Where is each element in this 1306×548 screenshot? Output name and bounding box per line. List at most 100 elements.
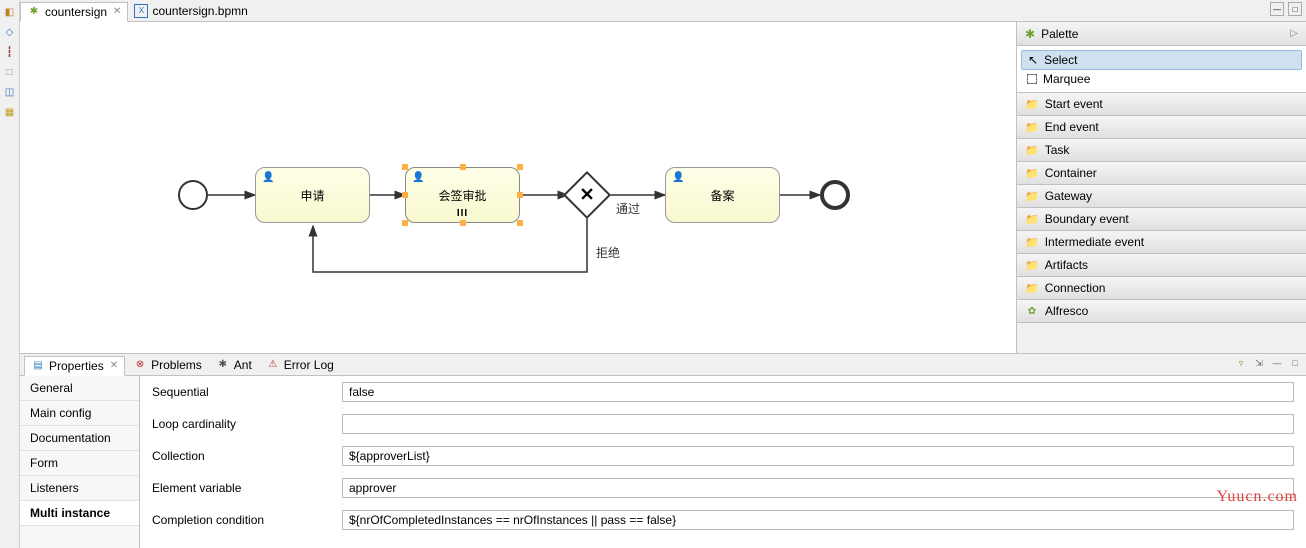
drawer-label: Alfresco [1045, 304, 1088, 318]
folder-icon: 📁 [1025, 213, 1039, 226]
start-event[interactable] [178, 180, 208, 210]
toolbar-icon[interactable]: ◫ [2, 84, 18, 100]
user-icon: 👤 [412, 172, 424, 183]
palette-drawer-boundary-event[interactable]: 📁 Boundary event [1017, 208, 1306, 231]
multi-instance-marker: III [457, 208, 468, 219]
maximize-icon[interactable]: □ [1288, 2, 1302, 16]
task-apply[interactable]: 👤 申请 [255, 167, 370, 223]
maximize-icon[interactable]: □ [1288, 356, 1302, 370]
drawer-label: Boundary event [1045, 212, 1129, 226]
palette-header[interactable]: ✱ Palette ▷ [1017, 22, 1306, 46]
editor-tab-bar: ✱ countersign ✕ X countersign.bpmn — □ [20, 0, 1306, 22]
properties-side-tabs: GeneralMain configDocumentationFormListe… [20, 376, 140, 548]
close-icon[interactable]: ✕ [110, 360, 118, 371]
flow-label-pass: 通过 [616, 200, 640, 217]
palette-drawer-artifacts[interactable]: 📁 Artifacts [1017, 254, 1306, 277]
side-tab-documentation[interactable]: Documentation [20, 426, 139, 451]
field-loop-cardinality[interactable] [342, 414, 1294, 434]
palette-drawer-container[interactable]: 📁 Container [1017, 162, 1306, 185]
drawer-label: End event [1045, 120, 1099, 134]
side-tab-listeners[interactable]: Listeners [20, 476, 139, 501]
left-toolbar: ◧ ◇ ┇ □ ◫ ▦ [0, 0, 20, 548]
side-tab-general[interactable]: General [20, 376, 139, 401]
properties-icon: ▤ [31, 359, 45, 373]
tab-countersign-bpmn[interactable]: X countersign.bpmn [128, 1, 253, 21]
toolbar-icon[interactable]: ◇ [2, 24, 18, 40]
palette-drawer-gateway[interactable]: 📁 Gateway [1017, 185, 1306, 208]
drawer-label: Gateway [1045, 189, 1092, 203]
palette-drawer-end-event[interactable]: 📁 End event [1017, 116, 1306, 139]
folder-icon: 📁 [1025, 236, 1039, 249]
view-problems[interactable]: ⊗ Problems [127, 356, 208, 374]
side-tab-multi-instance[interactable]: Multi instance [20, 501, 139, 526]
user-icon: 👤 [672, 172, 684, 183]
exclusive-gateway[interactable]: ✕ [570, 178, 604, 212]
view-label: Ant [234, 358, 252, 372]
marquee-icon [1027, 74, 1037, 84]
toolbar-icon[interactable]: ◧ [2, 4, 18, 20]
view-menu-icon[interactable]: ▿ [1234, 356, 1248, 370]
palette-title: Palette [1041, 27, 1078, 41]
side-tab-form[interactable]: Form [20, 451, 139, 476]
errorlog-icon: ⚠ [266, 358, 280, 372]
palette-panel: ✱ Palette ▷ ↖ Select Marquee 📁Start even… [1016, 22, 1306, 353]
bottom-panel: ▤ Properties ✕ ⊗ Problems ✱ Ant ⚠ Error … [20, 353, 1306, 548]
drawer-label: Container [1045, 166, 1097, 180]
view-label: Error Log [284, 358, 334, 372]
end-event[interactable] [820, 180, 850, 210]
drawer-label: Connection [1045, 281, 1106, 295]
minimize-icon[interactable]: — [1270, 2, 1284, 16]
task-label: 申请 [300, 187, 324, 204]
view-ant[interactable]: ✱ Ant [210, 356, 258, 374]
folder-icon: 📁 [1025, 167, 1039, 180]
flow-label-reject: 拒绝 [596, 244, 620, 261]
drawer-label: Artifacts [1045, 258, 1088, 272]
user-icon: 👤 [262, 172, 274, 183]
xml-icon: X [134, 4, 148, 18]
drawer-label: Task [1045, 143, 1070, 157]
palette-drawer-start-event[interactable]: 📁Start event [1017, 93, 1306, 116]
field-sequential[interactable]: false [342, 382, 1294, 402]
diagram-icon: ✱ [27, 5, 41, 19]
palette-drawer-task[interactable]: 📁 Task [1017, 139, 1306, 162]
tab-label: countersign.bpmn [152, 4, 247, 18]
side-tab-main-config[interactable]: Main config [20, 401, 139, 426]
toolbar-icon[interactable]: ▦ [2, 104, 18, 120]
task-file[interactable]: 👤 备案 [665, 167, 780, 223]
palette-drawer-intermediate-event[interactable]: 📁 Intermediate event [1017, 231, 1306, 254]
views-tab-bar: ▤ Properties ✕ ⊗ Problems ✱ Ant ⚠ Error … [20, 354, 1306, 376]
tab-label: countersign [45, 5, 107, 19]
folder-icon: 📁 [1025, 121, 1039, 134]
palette-icon: ✱ [1025, 27, 1035, 41]
pin-icon[interactable]: ⇲ [1252, 356, 1266, 370]
toolbar-icon[interactable]: ┇ [2, 44, 18, 60]
tool-select[interactable]: ↖ Select [1021, 50, 1302, 70]
drawer-label: Intermediate event [1045, 235, 1144, 249]
field-completion-condition[interactable]: ${nrOfCompletedInstances == nrOfInstance… [342, 510, 1294, 530]
multi-instance-form: Sequential false Loop cardinality Collec… [140, 376, 1306, 548]
close-icon[interactable]: ✕ [113, 6, 121, 17]
task-countersign[interactable]: 👤 会签审批 III [405, 167, 520, 223]
folder-icon: 📁 [1025, 190, 1039, 203]
folder-icon: 📁 [1025, 144, 1039, 157]
view-errorlog[interactable]: ⚠ Error Log [260, 356, 340, 374]
task-label: 会签审批 [438, 187, 486, 204]
field-collection[interactable]: ${approverList} [342, 446, 1294, 466]
tool-marquee[interactable]: Marquee [1021, 70, 1302, 88]
folder-icon: 📁 [1025, 259, 1039, 272]
toolbar-icon[interactable]: □ [2, 64, 18, 80]
cursor-icon: ↖ [1028, 53, 1038, 67]
label-sequential: Sequential [152, 385, 342, 399]
view-properties[interactable]: ▤ Properties ✕ [24, 356, 125, 376]
label-element-variable: Element variable [152, 481, 342, 495]
field-element-variable[interactable]: approver [342, 478, 1294, 498]
label-collection: Collection [152, 449, 342, 463]
minimize-icon[interactable]: — [1270, 356, 1284, 370]
palette-drawer-alfresco[interactable]: ✿Alfresco [1017, 300, 1306, 323]
bpmn-canvas[interactable]: 👤 申请 👤 会签审批 III ✕ 通过 拒绝 👤 备案 [20, 22, 1016, 353]
collapse-icon[interactable]: ▷ [1290, 28, 1298, 39]
label-loop-cardinality: Loop cardinality [152, 417, 342, 431]
problems-icon: ⊗ [133, 358, 147, 372]
tab-countersign-diagram[interactable]: ✱ countersign ✕ [20, 2, 128, 22]
palette-drawer-connection[interactable]: 📁Connection [1017, 277, 1306, 300]
